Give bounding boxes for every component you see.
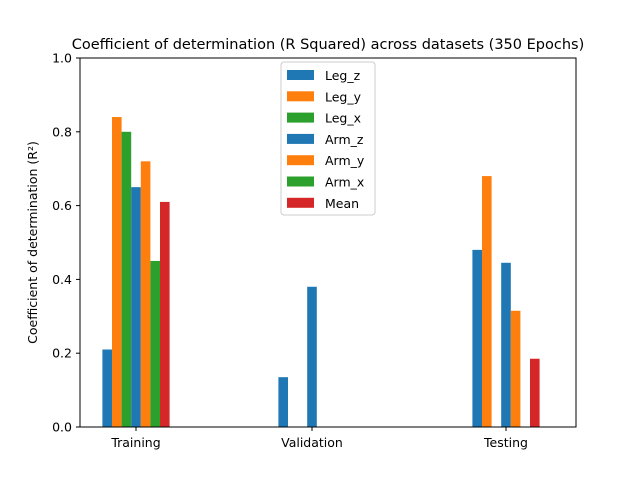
plot-frame bbox=[79, 57, 577, 428]
x-tick-label: Testing bbox=[483, 435, 528, 450]
bar-leg-x-training bbox=[121, 131, 132, 428]
bar-arm-y-testing bbox=[510, 310, 521, 427]
bar-arm-z-training bbox=[131, 187, 141, 427]
bar-mean-testing bbox=[530, 358, 540, 427]
legend-label: Leg_y bbox=[325, 89, 362, 104]
bar-arm-y-training bbox=[140, 161, 151, 427]
bar-arm-z-testing bbox=[501, 262, 511, 427]
legend-swatch bbox=[287, 176, 314, 187]
y-tick-label: 0.2 bbox=[52, 346, 72, 361]
y-tick-label: 0.6 bbox=[52, 198, 72, 213]
y-tick-label: 0.4 bbox=[52, 272, 72, 287]
legend-swatch bbox=[287, 112, 314, 123]
y-axis-label: Coefficient of determination (R²) bbox=[25, 141, 40, 344]
bar-leg-z-training bbox=[102, 349, 112, 427]
bar-arm-z-validation bbox=[307, 286, 317, 427]
legend-swatch bbox=[287, 155, 314, 166]
y-tick-label: 0.0 bbox=[52, 420, 72, 435]
bar-leg-z-testing bbox=[472, 249, 482, 427]
legend-swatch bbox=[287, 133, 314, 144]
bar-arm-x-training bbox=[150, 260, 160, 427]
bar-leg-z-validation bbox=[278, 377, 288, 427]
legend-swatch bbox=[287, 70, 314, 80]
y-axis: 0.0 0.2 0.4 0.6 0.8 1.0 bbox=[52, 51, 80, 435]
chart-title: Coefficient of determination (R Squared)… bbox=[72, 37, 584, 53]
legend-label: Leg_z bbox=[325, 68, 361, 83]
legend-swatch bbox=[287, 91, 314, 102]
legend-swatch bbox=[287, 197, 314, 208]
legend: Leg_z Leg_y Leg_x Arm_z Arm_y Arm_x Mean bbox=[280, 61, 376, 216]
x-tick-label: Training bbox=[110, 435, 160, 450]
legend-label: Leg_x bbox=[325, 111, 361, 126]
bars bbox=[102, 117, 540, 428]
legend-label: Arm_x bbox=[325, 175, 364, 190]
bar-leg-y-training bbox=[112, 117, 122, 427]
y-tick-label: 0.8 bbox=[52, 124, 72, 139]
bar-leg-y-testing bbox=[482, 176, 492, 427]
x-tick-label: Validation bbox=[281, 435, 343, 450]
legend-label: Arm_z bbox=[325, 132, 364, 147]
bar-mean-training bbox=[160, 201, 170, 427]
y-tick-label: 1.0 bbox=[52, 51, 72, 66]
x-axis: Training Validation Testing bbox=[110, 427, 528, 450]
legend-label: Arm_y bbox=[325, 153, 365, 168]
legend-label: Mean bbox=[325, 196, 359, 211]
